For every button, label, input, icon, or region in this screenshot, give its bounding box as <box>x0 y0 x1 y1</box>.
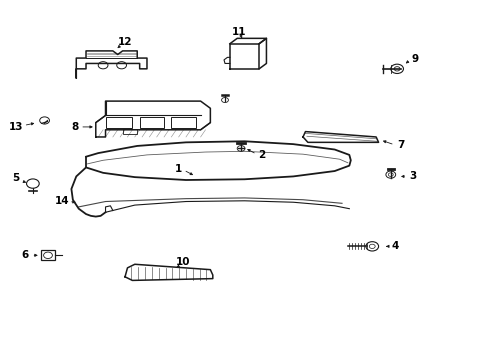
Bar <box>171 117 195 128</box>
Text: 8: 8 <box>72 122 79 132</box>
Text: 7: 7 <box>396 140 404 150</box>
Text: 6: 6 <box>21 250 29 260</box>
Text: 14: 14 <box>55 196 70 206</box>
Bar <box>122 129 137 134</box>
Text: 9: 9 <box>411 54 418 64</box>
Text: 4: 4 <box>391 241 399 251</box>
Text: 3: 3 <box>408 171 415 181</box>
Bar <box>140 117 163 128</box>
Text: 13: 13 <box>9 122 23 132</box>
Text: 10: 10 <box>176 257 190 267</box>
Text: 2: 2 <box>257 150 264 160</box>
Bar <box>41 250 55 260</box>
Text: 5: 5 <box>12 173 19 183</box>
Bar <box>105 117 132 128</box>
Text: 11: 11 <box>231 27 245 37</box>
Text: 12: 12 <box>118 37 132 47</box>
Text: 1: 1 <box>175 164 182 174</box>
